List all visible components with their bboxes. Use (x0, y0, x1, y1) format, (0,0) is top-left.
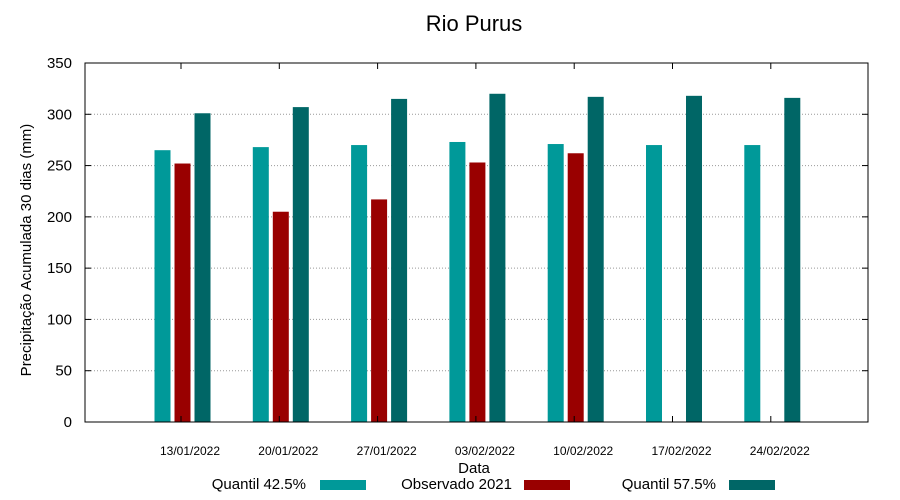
bar (567, 153, 584, 422)
bar (744, 145, 761, 423)
chart-title: Rio Purus (426, 11, 523, 36)
x-tick-label: 27/01/2022 (357, 444, 417, 458)
bar (587, 96, 604, 422)
y-axis-ticks: 0 50 100 150 200 250 300 350 (47, 55, 868, 431)
bar (154, 150, 171, 422)
bar (469, 162, 486, 422)
y-tick-label: 300 (47, 106, 72, 123)
bar (449, 141, 466, 423)
x-tick-label: 03/02/2022 (455, 444, 515, 458)
bar (646, 145, 662, 423)
bar (272, 211, 289, 422)
legend-swatch (320, 480, 366, 490)
bars (154, 93, 801, 423)
legend-label: Quantil 42.5% (212, 476, 306, 493)
y-axis-label: Precipitação Acumulada 30 dias (mm) (18, 124, 35, 377)
x-tick-label: 17/02/2022 (651, 444, 711, 458)
bar (292, 107, 309, 422)
bar (194, 113, 211, 422)
y-tick-label: 100 (47, 311, 72, 328)
bar (489, 93, 506, 423)
legend-swatch (524, 480, 570, 490)
bar (686, 95, 702, 422)
bar (784, 97, 801, 423)
x-tick-label: 13/01/2022 (160, 444, 220, 458)
x-tick-label: 24/02/2022 (750, 444, 810, 458)
legend-label: Observado 2021 (401, 476, 512, 493)
bar (252, 147, 269, 422)
bar (391, 98, 408, 423)
bar (174, 163, 191, 422)
legend-label: Quantil 57.5% (622, 476, 716, 493)
x-axis-ticks: 13/01/2022 20/01/2022 27/01/2022 03/02/2022… (160, 63, 810, 458)
bar (351, 145, 368, 423)
y-tick-label: 350 (47, 55, 72, 72)
y-tick-label: 150 (47, 260, 72, 277)
bar (547, 144, 564, 422)
bar (371, 199, 388, 422)
legend: Quantil 42.5% Observado 2021 Quantil 57.5% (212, 476, 775, 493)
x-axis-label: Data (458, 460, 490, 477)
y-tick-label: 0 (64, 414, 72, 431)
y-tick-label: 250 (47, 158, 72, 175)
x-tick-label: 10/02/2022 (553, 444, 613, 458)
y-tick-label: 50 (55, 363, 72, 380)
plot-frame (84, 62, 869, 423)
legend-swatch (729, 480, 775, 490)
y-tick-label: 200 (47, 209, 72, 226)
x-tick-label: 20/01/2022 (258, 444, 318, 458)
